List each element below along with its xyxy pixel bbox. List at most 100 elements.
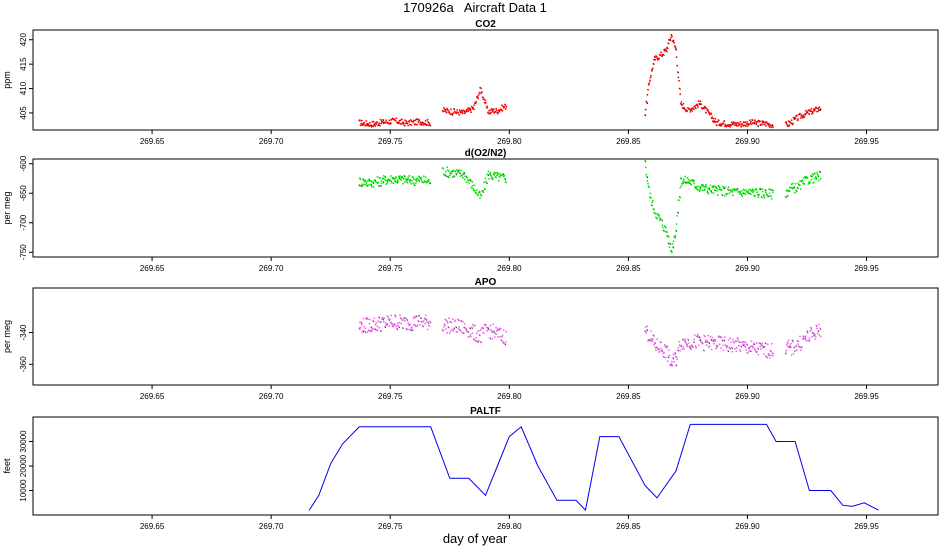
data-point bbox=[732, 123, 734, 126]
data-point-shadow bbox=[805, 338, 807, 340]
data-point bbox=[693, 334, 696, 336]
data-point-shadow bbox=[408, 179, 410, 181]
data-point bbox=[759, 345, 762, 348]
data-point-shadow bbox=[809, 114, 810, 116]
data-point bbox=[705, 111, 707, 114]
data-point bbox=[737, 344, 740, 347]
data-point bbox=[361, 331, 364, 334]
data-point-shadow bbox=[412, 329, 414, 331]
data-point-shadow bbox=[395, 181, 397, 183]
data-point bbox=[378, 326, 381, 329]
data-point bbox=[408, 119, 411, 122]
data-point bbox=[651, 338, 654, 341]
data-point bbox=[806, 111, 809, 113]
data-point-shadow bbox=[748, 193, 750, 195]
data-point bbox=[394, 315, 397, 318]
data-point-shadow bbox=[801, 116, 803, 118]
data-point-shadow bbox=[820, 110, 822, 111]
data-point bbox=[443, 325, 445, 328]
data-point bbox=[395, 117, 398, 119]
data-point-shadow bbox=[430, 183, 432, 185]
data-point bbox=[812, 331, 815, 334]
data-point-shadow bbox=[371, 184, 373, 186]
data-point-shadow bbox=[668, 243, 670, 245]
y-tick-label: 405 bbox=[19, 106, 28, 120]
data-point-shadow bbox=[459, 173, 461, 175]
data-point bbox=[678, 199, 680, 202]
data-point-shadow bbox=[448, 327, 450, 329]
data-point-shadow bbox=[660, 342, 662, 344]
data-point bbox=[495, 330, 498, 332]
data-point-shadow bbox=[653, 64, 655, 65]
data-point bbox=[673, 360, 676, 363]
data-point-shadow bbox=[693, 109, 695, 111]
data-point-shadow bbox=[797, 341, 799, 342]
data-point-shadow bbox=[501, 340, 503, 342]
x-tick-label: 269.65 bbox=[140, 264, 165, 273]
data-point-shadow bbox=[712, 186, 714, 188]
data-point bbox=[743, 343, 746, 346]
data-point bbox=[752, 190, 755, 193]
data-point bbox=[735, 346, 738, 349]
data-point bbox=[665, 48, 667, 51]
data-point-shadow bbox=[756, 124, 758, 125]
data-point bbox=[748, 188, 751, 191]
data-point-shadow bbox=[430, 321, 432, 323]
x-tick-label: 269.85 bbox=[616, 137, 641, 146]
data-point bbox=[737, 339, 739, 342]
x-tick-label: 269.95 bbox=[854, 137, 879, 146]
data-point bbox=[646, 325, 649, 328]
data-point bbox=[746, 121, 749, 123]
data-point bbox=[472, 323, 474, 326]
data-point-shadow bbox=[666, 231, 668, 233]
data-point-shadow bbox=[693, 342, 695, 344]
data-point-shadow bbox=[365, 180, 366, 182]
data-point-shadow bbox=[397, 182, 398, 184]
data-point bbox=[359, 326, 362, 329]
data-point bbox=[380, 182, 383, 185]
data-point bbox=[444, 170, 447, 173]
data-point bbox=[689, 179, 692, 182]
data-point bbox=[501, 109, 504, 112]
data-point bbox=[391, 182, 393, 184]
data-point bbox=[426, 328, 429, 331]
data-point bbox=[705, 183, 707, 186]
data-point bbox=[499, 327, 502, 330]
data-point bbox=[818, 334, 821, 336]
data-point bbox=[407, 176, 410, 179]
series-segment-2 bbox=[441, 317, 508, 346]
data-point bbox=[422, 124, 425, 126]
data-point-shadow bbox=[653, 209, 655, 211]
data-point-shadow bbox=[645, 331, 647, 333]
data-point bbox=[452, 329, 455, 332]
data-point bbox=[501, 335, 503, 338]
data-point bbox=[718, 343, 721, 346]
data-point-shadow bbox=[656, 347, 658, 349]
data-point-shadow bbox=[661, 220, 663, 222]
data-point bbox=[705, 107, 708, 110]
data-point-shadow bbox=[489, 338, 491, 340]
data-point-shadow bbox=[757, 348, 759, 350]
series-segment-1 bbox=[358, 117, 432, 128]
data-point-shadow bbox=[812, 112, 814, 114]
data-point bbox=[651, 67, 654, 70]
data-point bbox=[794, 350, 797, 352]
data-point bbox=[385, 119, 388, 121]
data-point-shadow bbox=[670, 243, 672, 245]
data-point-shadow bbox=[746, 344, 748, 346]
data-point bbox=[399, 175, 401, 178]
data-point bbox=[416, 123, 418, 126]
x-tick-label: 269.65 bbox=[140, 392, 165, 401]
data-point bbox=[477, 97, 479, 100]
data-point bbox=[686, 110, 689, 112]
data-point-shadow bbox=[772, 353, 774, 355]
data-point-shadow bbox=[368, 330, 370, 332]
data-point bbox=[466, 108, 469, 110]
data-point bbox=[416, 118, 419, 120]
data-point-shadow bbox=[359, 185, 361, 187]
data-point-shadow bbox=[416, 316, 418, 318]
data-point-shadow bbox=[466, 111, 468, 113]
data-point bbox=[366, 331, 369, 334]
data-point bbox=[491, 337, 494, 340]
data-point-shadow bbox=[480, 342, 482, 344]
